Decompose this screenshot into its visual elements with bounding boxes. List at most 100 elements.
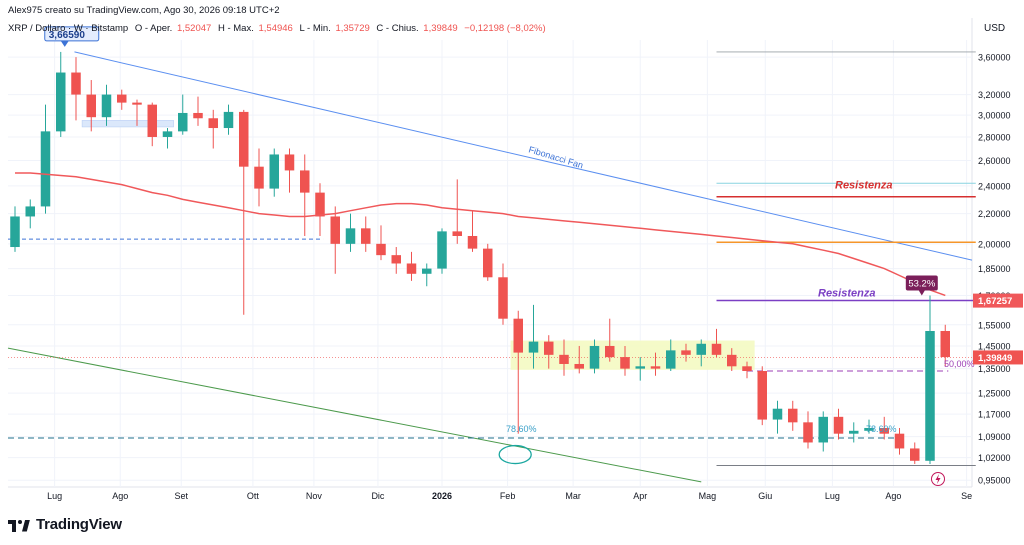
candle <box>483 243 493 281</box>
candle-body <box>132 102 142 105</box>
candle <box>650 352 661 376</box>
candle-body <box>406 263 417 274</box>
price-tick-label: 2,20000 <box>978 209 1011 219</box>
time-tick-label: Ago <box>885 491 901 501</box>
candle-body <box>10 216 20 248</box>
time-tick-label: Mar <box>565 491 581 501</box>
candle <box>727 348 737 372</box>
candle-body <box>620 357 630 369</box>
candle-body <box>300 170 310 193</box>
tradingview-logo-icon <box>8 518 30 532</box>
candle <box>788 400 798 431</box>
candle-body <box>513 318 523 353</box>
candle-body <box>40 131 51 207</box>
candle-body <box>528 341 539 353</box>
price-tag-upper <box>973 293 1023 308</box>
change-value: −0,12198 (−8,02%) <box>464 23 545 34</box>
candle <box>269 148 279 197</box>
time-tick-label: Set <box>174 491 188 501</box>
candle <box>544 335 554 369</box>
candle-body <box>437 231 447 269</box>
candle <box>56 51 66 137</box>
high-price-tag <box>44 26 100 42</box>
candle <box>132 99 142 126</box>
candle <box>239 109 249 315</box>
time-tick-label: Lug <box>825 491 840 501</box>
candle-body <box>925 330 935 461</box>
highlight-box <box>81 120 174 128</box>
price-tick-label: 1,85000 <box>978 264 1011 274</box>
close-label: C - Chius. <box>376 23 418 34</box>
candle-body <box>56 72 66 132</box>
price-tick-label: 1,55000 <box>978 320 1011 330</box>
candles-layer <box>10 51 950 464</box>
low-label: L - Min. <box>299 23 330 34</box>
candle <box>833 408 844 440</box>
time-tick-label: Ott <box>247 491 260 501</box>
price-tick-label: 0,95000 <box>978 476 1011 486</box>
candle <box>361 216 371 252</box>
candle-body <box>879 427 889 434</box>
symbol-legend: XRP / Dollaro · W · Bitstamp O - Aper. 1… <box>8 23 546 34</box>
candle-body <box>193 112 203 119</box>
candle <box>696 339 706 367</box>
candle-body <box>849 430 859 434</box>
price-tick-label: 3,20000 <box>978 90 1011 100</box>
candle-body <box>101 94 112 118</box>
open-label: O - Aper. <box>135 23 173 34</box>
time-tick-label: Dic <box>371 491 384 501</box>
candle <box>223 104 234 135</box>
candle <box>513 310 523 434</box>
candle-body <box>559 354 569 364</box>
candle <box>635 357 645 381</box>
candle <box>498 263 508 325</box>
candle <box>147 102 157 147</box>
candle <box>666 339 676 372</box>
resistance-label-red: Resistenza <box>835 180 892 192</box>
price-tick-label: 2,00000 <box>978 239 1011 249</box>
candle <box>422 263 432 287</box>
currency-label: USD <box>984 23 1005 34</box>
candle <box>376 225 386 261</box>
candle-body <box>666 350 676 369</box>
candle-body <box>940 330 950 358</box>
fib-786-label-left: 78.60% <box>506 424 537 434</box>
time-axis: Lug Ago Set Ott Nov Dic 2026 Feb Mar Apr Mag Giu Lug… <box>47 491 972 501</box>
candle-body <box>147 104 157 137</box>
price-tag-close-label: 1,39849 <box>978 353 1012 364</box>
candle <box>757 366 767 426</box>
percent-badge <box>905 275 938 291</box>
candle-body <box>254 166 264 189</box>
candle-body <box>910 448 920 461</box>
fib-50-label-right: 50,00% <box>944 359 975 369</box>
candle-body <box>711 343 722 355</box>
candle-body <box>483 248 493 278</box>
tradingview-brand: TradingView <box>36 516 122 533</box>
price-tick-label: 1,25000 <box>978 389 1011 399</box>
candle <box>467 210 478 252</box>
candle-body <box>772 408 783 420</box>
candle <box>803 411 813 449</box>
candle <box>71 57 81 121</box>
candle <box>117 89 127 110</box>
candle-body <box>681 350 691 355</box>
candle <box>193 96 203 126</box>
candle-body <box>574 363 584 369</box>
resistance-label-purple: Resistenza <box>818 288 875 300</box>
percent-badge-label: 53.2% <box>908 278 935 289</box>
candle-body <box>864 427 874 431</box>
candle <box>101 84 112 126</box>
candle <box>620 345 630 376</box>
candle <box>528 304 539 369</box>
time-tick-label: 2026 <box>432 491 452 501</box>
price-tick-label: 2,60000 <box>978 156 1011 166</box>
candle-body <box>818 416 828 443</box>
price-tick-label: 1,45000 <box>978 341 1011 351</box>
symbol-name: XRP / Dollaro · W · Bitstamp <box>8 23 128 34</box>
time-tick-label: Se <box>961 491 972 501</box>
candle <box>849 422 859 443</box>
time-tick-label: Ago <box>112 491 128 501</box>
author-line: Alex975 creato su TradingView.com, Ago 3… <box>8 5 280 16</box>
svg-text:XRP / Dollaro · W · Bitstamp: XRP / Dollaro · W · Bitstamp O - Aper. 1… <box>8 23 546 34</box>
candle <box>864 419 874 434</box>
